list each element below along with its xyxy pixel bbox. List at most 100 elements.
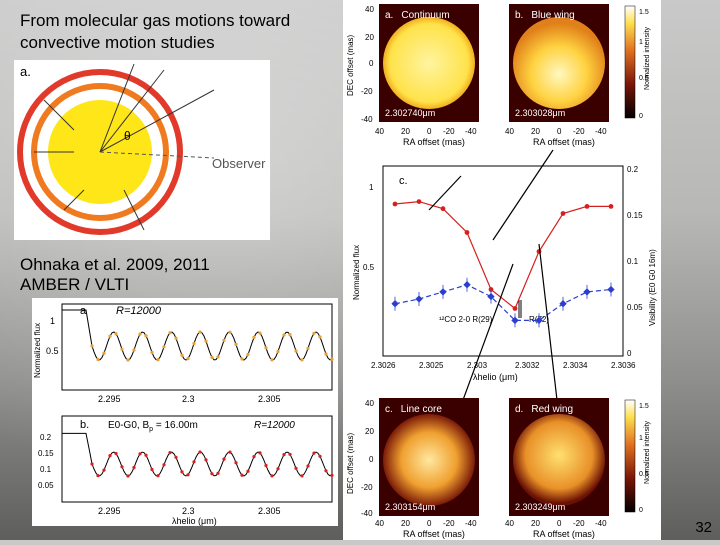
map-a-xtick-1: 40 <box>375 127 384 136</box>
chart-c-label: c. <box>399 175 408 187</box>
flux-point <box>312 331 316 335</box>
flux-point <box>276 349 280 354</box>
vis-ytick-4: 0.05 <box>38 481 54 490</box>
flux-point <box>144 334 148 338</box>
flux-point <box>138 332 142 336</box>
chart-c-flux-point <box>560 211 566 216</box>
ray-1 <box>99 69 165 153</box>
map-a-xtick-4: -20 <box>443 127 455 136</box>
flux-point <box>102 351 106 355</box>
flux-point <box>324 352 328 356</box>
flux-observed-points <box>90 330 334 362</box>
citation: Ohnaka et al. 2009, 2011 AMBER / VLTI <box>20 255 210 295</box>
map-c-label: c. Line core <box>385 404 442 415</box>
vis-point <box>264 463 268 468</box>
map-c-xlabel: RA offset (mas) <box>403 529 465 539</box>
map-c-xtick-1: 40 <box>375 519 384 528</box>
map-bottom-ytick-2: 20 <box>365 427 374 436</box>
cbar-top-tick-3: 0.5 <box>639 75 649 82</box>
flux-ylabel: Normalized flux <box>33 323 42 378</box>
map-a-star <box>383 17 475 109</box>
ray-4 <box>43 99 75 131</box>
chart-c-xtick: 2.3032 <box>515 361 540 370</box>
flux-point <box>318 335 322 339</box>
vis-point <box>282 453 286 457</box>
vis-point <box>180 470 184 474</box>
vis-point <box>90 462 94 466</box>
vis-spectrum <box>62 432 333 477</box>
arrow-blue-wing <box>492 149 554 241</box>
arrow-continuum <box>428 175 462 211</box>
ray-6 <box>63 189 85 211</box>
flux-point <box>252 335 256 339</box>
vis-baseline-value: = 16.00m <box>153 420 198 431</box>
map-a-xtick-2: 20 <box>401 127 410 136</box>
vis-point <box>138 452 142 456</box>
spectra-xlabel: λhelio (μm) <box>172 516 217 526</box>
map-a-letter: a. <box>385 10 393 21</box>
flux-point <box>222 338 226 342</box>
vis-point <box>318 454 322 458</box>
ray-3 <box>99 63 135 153</box>
vis-point <box>114 451 118 456</box>
vis-ytick-1: 0.2 <box>40 433 52 442</box>
flux-ytick-2: 0.5 <box>46 346 59 356</box>
map-c-xtick-2: 20 <box>401 519 410 528</box>
vis-point <box>126 474 130 478</box>
map-bottom-ylabel: DEC offset (mas) <box>346 432 355 494</box>
chart-c-ytick-left-2: 0.5 <box>363 263 375 272</box>
map-bottom-ytick-1: 40 <box>365 399 374 408</box>
vis-point <box>174 455 178 459</box>
flux-point <box>258 331 262 335</box>
chart-c-vis-point <box>415 295 423 303</box>
cbar-bottom-tick-2: 1 <box>639 435 643 442</box>
map-top-ytick-1: 40 <box>365 5 374 14</box>
chart-c-vis-point <box>607 285 615 294</box>
vis-point <box>330 473 334 477</box>
map-bottom-ytick-4: -20 <box>361 483 373 492</box>
vis-baseline: E0-G0, Bp = 16.00m <box>108 420 198 433</box>
vis-point <box>252 455 256 459</box>
vis-baseline-text: E0-G0, B <box>108 420 149 431</box>
chart-c-ylabel-left: Normalized flux <box>352 245 361 300</box>
map-b-label: b. Blue wing <box>515 10 575 21</box>
citation-line-1: Ohnaka et al. 2009, 2011 <box>20 255 210 274</box>
chart-c-flux-point <box>512 306 518 311</box>
maps-panel: a. Continuum 2.302740μm b. Blue wing 2.303… <box>343 0 661 540</box>
vis-point <box>192 460 196 464</box>
map-a-xlabel: RA offset (mas) <box>403 137 465 147</box>
map-d-letter: d. <box>515 404 523 415</box>
chart-c-flux-point <box>608 204 614 209</box>
cbar-top-tick-2: 1 <box>639 39 643 46</box>
flux-point <box>180 353 184 357</box>
chart-c-xticks: 2.3026 2.3025 2.303 2.3032 2.3034 2.3036 <box>371 361 636 370</box>
flux-point <box>186 357 190 361</box>
slide-title: From molecular gas motions toward convec… <box>20 10 290 54</box>
map-c-wavelength: 2.303154μm <box>385 502 435 512</box>
map-bottom-ytick-3: 0 <box>369 455 374 464</box>
flux-plot-resolution: R=12000 <box>116 305 162 317</box>
map-a-wavelength: 2.302740μm <box>385 108 435 118</box>
flux-point <box>294 349 298 353</box>
map-b-xlabel: RA offset (mas) <box>533 137 595 147</box>
spectra-figure: a R=12000 1 0.5 Normalized flux b. E0-G0… <box>33 303 334 526</box>
flux-point <box>198 330 202 334</box>
vis-point <box>276 467 280 471</box>
flux-point <box>282 333 286 337</box>
ray-2 <box>99 89 215 153</box>
map-c-letter: c. <box>385 404 393 415</box>
map-top-ytick-4: -20 <box>361 87 373 96</box>
vis-plot-resolution: R=12000 <box>254 420 295 431</box>
observer-line <box>99 151 215 159</box>
chart-c-xtick: 2.3026 <box>371 361 396 370</box>
bottom-xtick-3: 2.305 <box>258 506 281 516</box>
map-top-ylabel: DEC offset (mas) <box>346 34 355 96</box>
flux-point <box>174 336 178 340</box>
star-diagram: a. θ Observer <box>17 63 266 235</box>
vis-point <box>240 473 244 477</box>
flux-point <box>108 334 112 338</box>
flux-point <box>150 350 154 354</box>
chart-c-xtick: 2.3025 <box>419 361 444 370</box>
map-b-xtick-4: -20 <box>573 127 585 136</box>
map-c-xtick-4: -20 <box>443 519 455 528</box>
